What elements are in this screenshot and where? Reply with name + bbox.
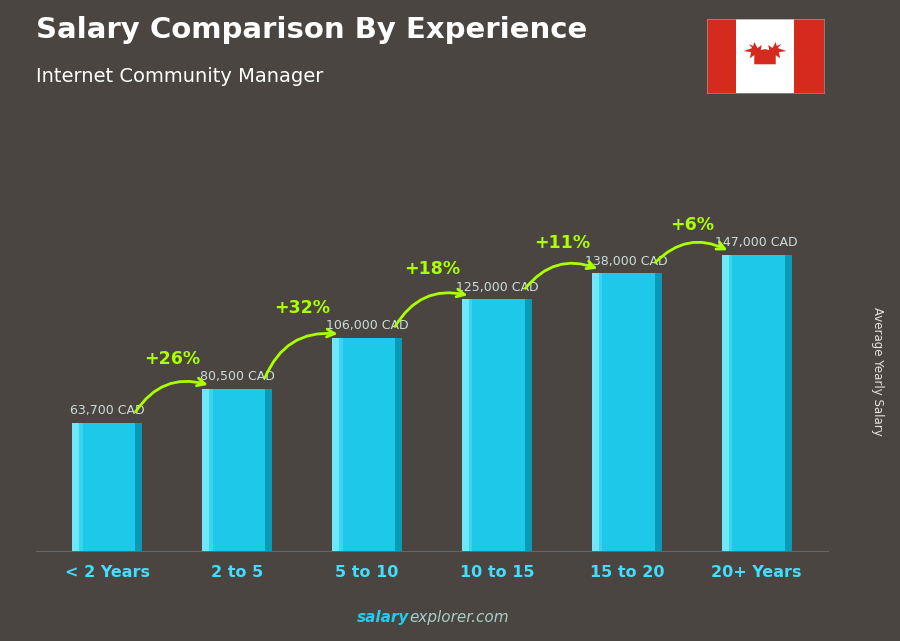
Bar (209, 389, 212, 551)
Text: Salary Comparison By Experience: Salary Comparison By Experience (36, 16, 587, 44)
Bar (395, 338, 402, 551)
Bar (462, 299, 469, 551)
Text: 125,000 CAD: 125,000 CAD (455, 281, 538, 294)
Bar (79, 423, 83, 551)
Text: +6%: +6% (670, 216, 714, 234)
Bar (332, 338, 339, 551)
Text: 80,500 CAD: 80,500 CAD (200, 370, 274, 383)
Bar (462, 299, 532, 551)
Bar (332, 338, 402, 551)
Bar (339, 338, 343, 551)
Text: Internet Community Manager: Internet Community Manager (36, 67, 323, 87)
Bar (728, 255, 732, 551)
Text: explorer.com: explorer.com (410, 610, 509, 625)
Text: 138,000 CAD: 138,000 CAD (585, 254, 668, 267)
Bar (202, 389, 273, 551)
Text: Average Yearly Salary: Average Yearly Salary (871, 308, 884, 436)
Bar (598, 273, 602, 551)
Text: 63,700 CAD: 63,700 CAD (70, 404, 145, 417)
Bar (794, 19, 824, 93)
Text: +26%: +26% (144, 350, 201, 368)
Text: 106,000 CAD: 106,000 CAD (326, 319, 409, 332)
Text: salary: salary (357, 610, 410, 625)
Bar (525, 299, 532, 551)
Bar (722, 255, 792, 551)
Polygon shape (743, 42, 787, 64)
Bar (136, 423, 142, 551)
Bar (591, 273, 662, 551)
Bar (202, 389, 209, 551)
Text: +11%: +11% (534, 234, 590, 252)
Bar (469, 299, 473, 551)
Bar (72, 423, 79, 551)
Bar (72, 423, 142, 551)
Text: +32%: +32% (274, 299, 330, 317)
Bar (785, 255, 792, 551)
Bar (706, 19, 736, 93)
Bar (655, 273, 661, 551)
Bar (591, 273, 599, 551)
Bar (722, 255, 728, 551)
Text: 147,000 CAD: 147,000 CAD (716, 237, 798, 249)
Bar (266, 389, 273, 551)
Text: +18%: +18% (404, 260, 460, 278)
